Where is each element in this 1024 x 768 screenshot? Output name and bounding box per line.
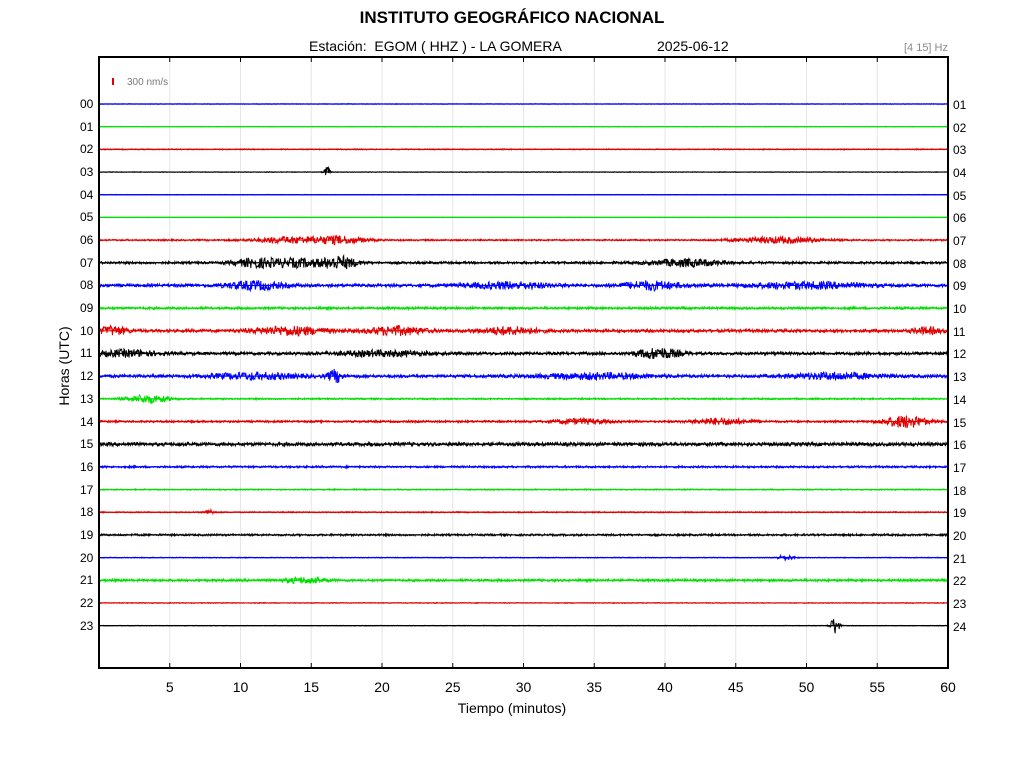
hour-label-right: 18 [953,483,967,498]
x-tick-label: 35 [586,679,603,695]
seismic-traces [98,102,949,634]
hour-label-left: 13 [80,391,94,406]
hour-label-left: 05 [80,210,94,225]
trace-hour-11 [98,347,949,360]
hour-label-right: 22 [953,574,967,589]
hour-label-right: 24 [953,619,967,634]
scale-bar [112,78,114,85]
hour-label-left: 04 [80,187,94,202]
x-tick-label: 40 [657,679,673,695]
x-tick-label: 30 [515,679,532,695]
hour-label-left: 14 [80,414,94,429]
hour-label-right: 12 [953,347,967,362]
x-tick-label: 25 [444,679,461,695]
hour-label-right: 04 [953,166,967,181]
date-label: 2025-06-12 [657,38,729,54]
hour-label-right: 21 [953,551,967,566]
hour-label-right: 09 [953,279,967,294]
hour-label-left: 22 [80,595,94,610]
x-tick-label: 15 [303,679,320,695]
trace-hour-07 [98,253,949,270]
hour-label-left: 20 [80,550,94,565]
hour-label-right: 08 [953,256,967,271]
hour-label-right: 16 [953,438,967,453]
scale-bar-label: 300 nm/s [127,77,169,88]
hour-label-right: 01 [953,98,967,112]
hour-label-left: 17 [80,482,94,497]
figure-title: INSTITUTO GEOGRÁFICO NACIONAL [359,8,665,27]
hour-label-left: 03 [80,165,94,180]
x-tick-label: 45 [727,679,744,695]
y-axis-label: Horas (UTC) [56,326,72,406]
hour-label-right: 17 [953,460,967,475]
x-axis-label: Tiempo (minutos) [457,700,567,716]
hour-label-right: 15 [953,415,967,430]
hour-label-left: 10 [80,323,94,338]
hour-label-left: 00 [80,97,94,111]
hour-label-left: 12 [80,369,94,384]
x-tick-label: 55 [869,679,886,695]
hour-label-left: 06 [80,233,94,248]
x-tick-label: 50 [798,679,815,695]
hour-label-left: 16 [80,459,94,474]
hour-label-left: 23 [80,618,94,633]
hour-label-left: 19 [80,527,94,542]
hour-label-left: 08 [80,278,94,293]
hour-label-right: 07 [953,234,967,249]
hour-label-left: 21 [80,573,94,588]
hour-label-right: 19 [953,506,967,521]
station-label: Estación: EGOM ( HHZ ) - LA GOMERA [309,38,562,54]
hour-label-right: 03 [953,143,967,158]
hour-label-right: 23 [953,596,967,611]
hour-label-right: 14 [953,392,967,407]
hour-label-right: 06 [953,211,967,226]
hour-label-left: 15 [80,437,94,452]
x-tick-label: 5 [165,679,174,695]
vertical-gridlines [169,57,878,668]
hour-label-right: 20 [953,528,967,543]
x-tick-label: 60 [940,679,956,695]
hour-label-left: 18 [80,505,94,520]
x-tick-label: 10 [232,679,249,695]
x-tick-label: 20 [374,679,390,695]
hour-label-right: 10 [953,302,967,317]
axis-ticks [169,57,949,668]
hour-label-left: 09 [80,301,94,316]
trace-hour-12 [98,368,949,384]
hour-label-right: 13 [953,370,967,385]
hour-label-left: 11 [80,346,93,361]
hour-label-left: 01 [80,119,94,134]
frequency-band-label: [4 15] Hz [903,42,948,54]
hour-label-left: 07 [80,255,94,270]
hour-label-right: 11 [953,324,966,339]
hour-label-right: 05 [953,188,967,203]
hour-label-left: 02 [80,142,94,157]
hour-label-right: 02 [953,120,967,135]
